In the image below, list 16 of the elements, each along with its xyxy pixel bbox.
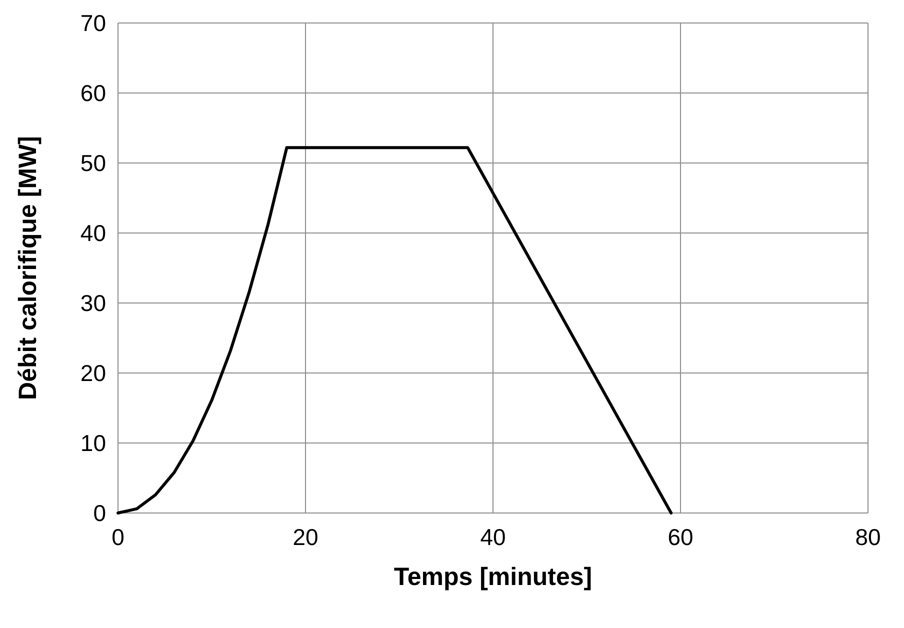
x-tick-label: 20 [292, 524, 318, 550]
y-tick-label: 70 [80, 10, 106, 36]
x-axis-title: Temps [minutes] [394, 563, 592, 591]
y-tick-label: 60 [80, 80, 106, 106]
x-tick-label: 60 [668, 524, 694, 550]
y-tick-label: 0 [93, 500, 106, 526]
y-tick-label: 30 [80, 290, 106, 316]
line-series [116, 146, 673, 514]
y-tick-label: 40 [80, 220, 106, 246]
y-axis-title: Débit calorifique [MW] [14, 136, 42, 400]
y-tick-label: 10 [80, 430, 106, 456]
y-tick-label: 20 [80, 360, 106, 386]
x-tick-label: 0 [112, 524, 124, 550]
x-tick-label: 40 [480, 524, 506, 550]
y-tick-label: 50 [80, 150, 106, 176]
x-tick-label: 80 [855, 524, 881, 550]
